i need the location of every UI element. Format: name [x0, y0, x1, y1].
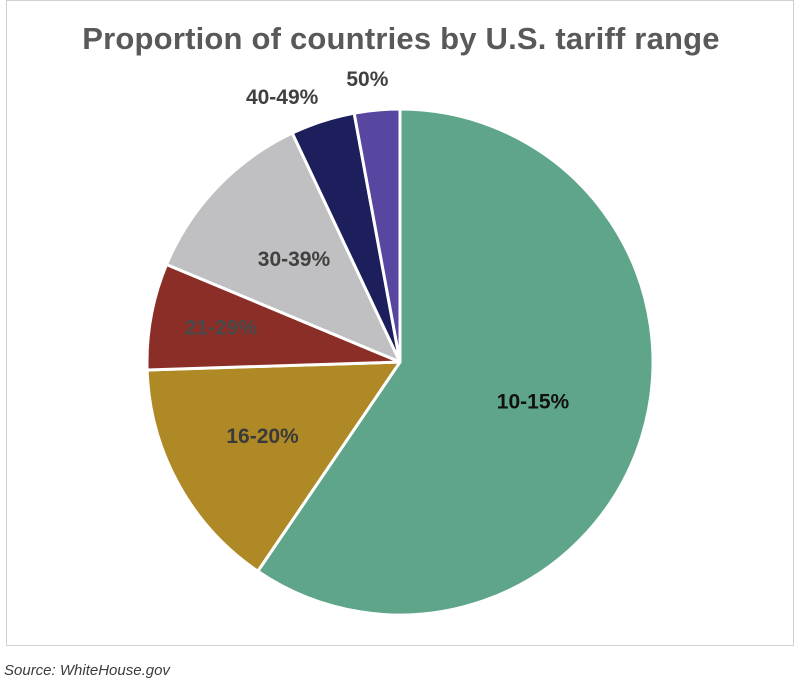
- slice-label-40-49pct: 40-49%: [246, 86, 319, 109]
- chart-title: Proportion of countries by U.S. tariff r…: [82, 21, 720, 56]
- slice-label-21-29pct: 21-29%: [185, 317, 258, 340]
- pie-slice-16-20pct: [145, 360, 402, 573]
- pie-slice-50pct: [352, 107, 402, 364]
- slice-label-50pct: 50%: [346, 68, 388, 91]
- slice-label-30-39pct: 30-39%: [258, 248, 331, 271]
- slice-label-16-20pct: 16-20%: [226, 425, 299, 448]
- chart-frame: Proportion of countries by U.S. tariff r…: [6, 0, 794, 646]
- source-note: Source: WhiteHouse.gov: [4, 662, 170, 679]
- pie-slice-10-15pct: [256, 107, 655, 617]
- pie-slice-30-39pct: [165, 131, 402, 364]
- slice-label-10-15pct: 10-15%: [497, 390, 570, 413]
- pie-labels: 10-15% 16-20% 21-29% 30-39% 40-49% 50%: [185, 68, 570, 448]
- pie-slice-21-29pct: [145, 262, 402, 372]
- pie-slices: [145, 107, 655, 617]
- pie-chart: 10-15% 16-20% 21-29% 30-39% 40-49% 50%: [145, 68, 655, 617]
